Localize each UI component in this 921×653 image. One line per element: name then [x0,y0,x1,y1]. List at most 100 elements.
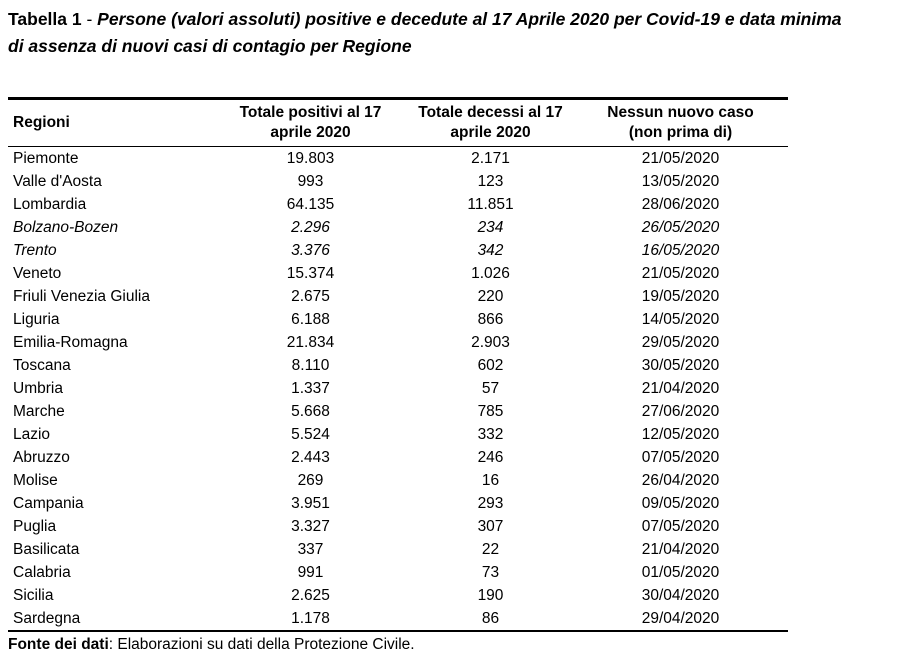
positivi-cell: 15.374 [286,264,335,282]
nessun-nuovo-caso-cell: 07/05/2020 [641,517,720,535]
region-cell: Basilicata [13,540,80,558]
region-cell: Veneto [13,264,62,282]
positivi-cell: 6.188 [291,310,330,328]
decessi-cell: 602 [477,356,504,374]
column-header-totale-positivi-line1: Totale positivi al 17 [239,104,382,121]
table-caption-separator: - [81,9,98,29]
data-source-text: : Elaborazioni su dati della Protezione … [108,636,415,653]
decessi-cell: 73 [481,563,500,581]
table-row: Liguria 6.188 866 14/05/2020 [8,308,788,331]
region-cell: Campania [13,494,84,512]
decessi-cell: 866 [477,310,504,328]
decessi-cell: 307 [477,517,504,535]
decessi-cell: 123 [477,172,504,190]
table-row: Veneto 15.374 1.026 21/05/2020 [8,262,788,285]
decessi-cell: 332 [477,425,504,443]
region-cell: Friuli Venezia Giulia [13,287,150,305]
positivi-cell: 1.337 [291,379,330,397]
header-row: Regioni Totale positivi al 17 aprile 2020… [8,98,788,147]
column-header-nessun-nuovo-caso-line2: (non prima di) [628,124,733,141]
region-cell: Sicilia [13,586,54,604]
nessun-nuovo-caso-cell: 12/05/2020 [641,425,720,443]
decessi-cell: 190 [477,586,504,604]
region-cell: Emilia-Romagna [13,333,128,351]
region-cell: Toscana [13,356,71,374]
nessun-nuovo-caso-cell: 26/05/2020 [641,218,720,236]
data-source-label: Fonte dei dati [8,636,109,653]
column-header-totale-decessi: Totale decessi al 17 aprile 2020 [408,98,573,147]
table-row: Lazio 5.524 332 12/05/2020 [8,423,788,446]
positivi-cell: 64.135 [286,195,335,213]
nessun-nuovo-caso-cell: 29/04/2020 [641,609,720,627]
column-header-totale-decessi-line1: Totale decessi al 17 [418,104,563,121]
positivi-cell: 993 [297,172,324,190]
nessun-nuovo-caso-cell: 21/05/2020 [641,264,720,282]
positivi-cell: 3.951 [291,494,330,512]
nessun-nuovo-caso-cell: 16/05/2020 [641,241,720,259]
region-cell: Lazio [13,425,51,443]
decessi-cell: 11.851 [467,195,514,213]
positivi-cell: 991 [297,563,324,581]
table-row: Molise 269 16 26/04/2020 [8,469,788,492]
positivi-cell: 2.443 [291,448,330,466]
region-cell: Bolzano-Bozen [13,218,119,236]
nessun-nuovo-caso-cell: 01/05/2020 [641,563,720,581]
table-row: Bolzano-Bozen 2.296 234 26/05/2020 [8,216,788,239]
region-cell: Molise [13,471,58,489]
table-body: Piemonte 19.803 2.171 21/05/2020 Valle d… [8,147,788,632]
region-cell: Marche [13,402,65,420]
nessun-nuovo-caso-cell: 29/05/2020 [641,333,720,351]
positivi-cell: 5.668 [291,402,330,420]
decessi-cell: 293 [477,494,504,512]
table-row: Puglia 3.327 307 07/05/2020 [8,515,788,538]
region-cell: Lombardia [13,195,87,213]
decessi-cell: 220 [477,287,504,305]
nessun-nuovo-caso-cell: 21/05/2020 [641,149,720,167]
table-row: Sardegna 1.178 86 29/04/2020 [8,607,788,631]
table-row: Toscana 8.110 602 30/05/2020 [8,354,788,377]
table-caption-line1: Persone (valori assoluti) positive e dec… [97,9,842,29]
decessi-cell: 22 [481,540,500,558]
column-header-nessun-nuovo-caso-line1: Nessun nuovo caso [607,104,754,121]
region-cell: Liguria [13,310,60,328]
region-cell: Piemonte [13,149,79,167]
nessun-nuovo-caso-cell: 14/05/2020 [641,310,720,328]
decessi-cell: 2.171 [471,149,510,167]
positivi-cell: 5.524 [291,425,330,443]
positivi-cell: 1.178 [291,609,330,627]
table-caption-label: Tabella 1 [8,9,82,29]
table-row: Abruzzo 2.443 246 07/05/2020 [8,446,788,469]
positivi-cell: 2.296 [291,218,330,236]
table-row: Basilicata 337 22 21/04/2020 [8,538,788,561]
table-caption-text: Persone (valori assoluti) positive e dec… [8,9,842,56]
data-source-note: Fonte dei dati: Elaborazioni su dati del… [8,635,788,653]
table-row: Lombardia 64.135 11.851 28/06/2020 [8,193,788,216]
column-header-regioni: Regioni [8,98,213,147]
decessi-cell: 57 [481,379,500,397]
table-row: Trento 3.376 342 16/05/2020 [8,239,788,262]
table-row: Valle d'Aosta 993 123 13/05/2020 [8,170,788,193]
region-cell: Sardegna [13,609,81,627]
positivi-cell: 21.834 [286,333,335,351]
region-cell: Umbria [13,379,63,397]
region-cell: Trento [13,241,57,259]
column-header-regioni-label: Regioni [13,114,70,131]
table-row: Campania 3.951 293 09/05/2020 [8,492,788,515]
nessun-nuovo-caso-cell: 30/04/2020 [641,586,720,604]
table-header: Regioni Totale positivi al 17 aprile 2020… [8,98,788,147]
positivi-cell: 3.376 [291,241,330,259]
covid-regions-table: Regioni Totale positivi al 17 aprile 2020… [8,97,788,632]
positivi-cell: 19.803 [286,149,335,167]
decessi-cell: 246 [477,448,504,466]
table-row: Calabria 991 73 01/05/2020 [8,561,788,584]
positivi-cell: 2.675 [291,287,330,305]
nessun-nuovo-caso-cell: 27/06/2020 [641,402,720,420]
nessun-nuovo-caso-cell: 28/06/2020 [641,195,720,213]
nessun-nuovo-caso-cell: 13/05/2020 [641,172,720,190]
nessun-nuovo-caso-cell: 21/04/2020 [641,379,720,397]
nessun-nuovo-caso-cell: 21/04/2020 [641,540,720,558]
table-row: Emilia-Romagna 21.834 2.903 29/05/2020 [8,331,788,354]
nessun-nuovo-caso-cell: 26/04/2020 [641,471,720,489]
column-header-totale-positivi: Totale positivi al 17 aprile 2020 [213,98,408,147]
